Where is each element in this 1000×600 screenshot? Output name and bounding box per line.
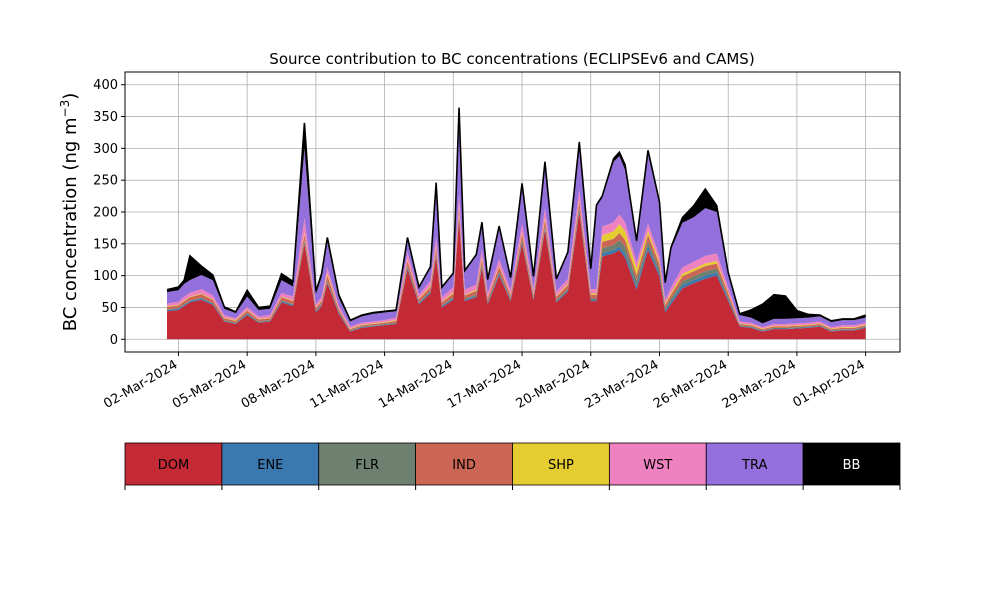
legend-swatch-flr [318,442,417,486]
legend-swatch-ind [415,442,513,486]
y-tick-label: 50 [101,301,118,316]
area-flr [166,207,866,331]
y-tick-label: 150 [93,237,118,252]
legend-swatch-shp [512,442,610,486]
legend-swatch-bb [802,442,901,486]
x-tick-label: 14-Mar-2024 [376,357,455,411]
area-ind [166,201,866,331]
x-tick-label: 11-Mar-2024 [307,357,386,411]
y-tick-label: 200 [93,206,118,221]
y-axis-label-text: BC concentration (ng m [60,117,81,331]
x-tick-label: 05-Mar-2024 [170,357,249,411]
legend-label-flr: FLR [355,458,379,473]
legend-swatch-dom [124,442,223,486]
area-wst [166,189,866,329]
chart-title: Source contribution to BC concentrations… [269,50,754,68]
area-dom [166,212,866,340]
stacked-areas [166,107,866,340]
legend: DOM ENE FLR IND SHP WST TRA BB [124,442,901,490]
area-ene [166,210,866,332]
legend-label-tra: TRA [741,458,767,473]
y-tick-label: 400 [93,78,118,93]
legend-label-ind: IND [452,458,476,473]
legend-label-wst: WST [643,458,672,473]
x-tick-label: 17-Mar-2024 [445,357,524,411]
x-tick-label: 01-Apr-2024 [791,357,868,410]
area-shp [166,199,866,330]
legend-label-ene: ENE [257,458,283,473]
legend-swatch-tra [705,442,804,486]
y-axis-label-close: ) [60,93,81,100]
x-tick-label: 02-Mar-2024 [101,357,180,411]
y-tick-label: 100 [93,269,118,284]
x-tick-label: 23-Mar-2024 [582,357,661,411]
y-axis-label: BC concentration (ng m−3) [58,93,81,332]
area-tra [166,110,866,328]
legend-swatch-ene [221,442,320,486]
y-tick-label: 300 [93,142,118,157]
y-tick-label: 350 [93,110,118,125]
legend-label-shp: SHP [548,458,574,473]
x-tick-label: 08-Mar-2024 [239,357,318,411]
x-tick-label: 29-Mar-2024 [720,357,799,411]
legend-label-bb: BB [843,458,861,473]
x-tick-label: 26-Mar-2024 [651,357,730,411]
x-tick-label: 20-Mar-2024 [514,357,593,411]
y-tick-label: 250 [93,174,118,189]
legend-swatch-wst [608,442,707,486]
y-tick-label: 0 [110,333,118,348]
total-line [166,107,866,322]
y-axis-label-exponent: −3 [58,100,72,118]
legend-label-dom: DOM [158,458,189,473]
